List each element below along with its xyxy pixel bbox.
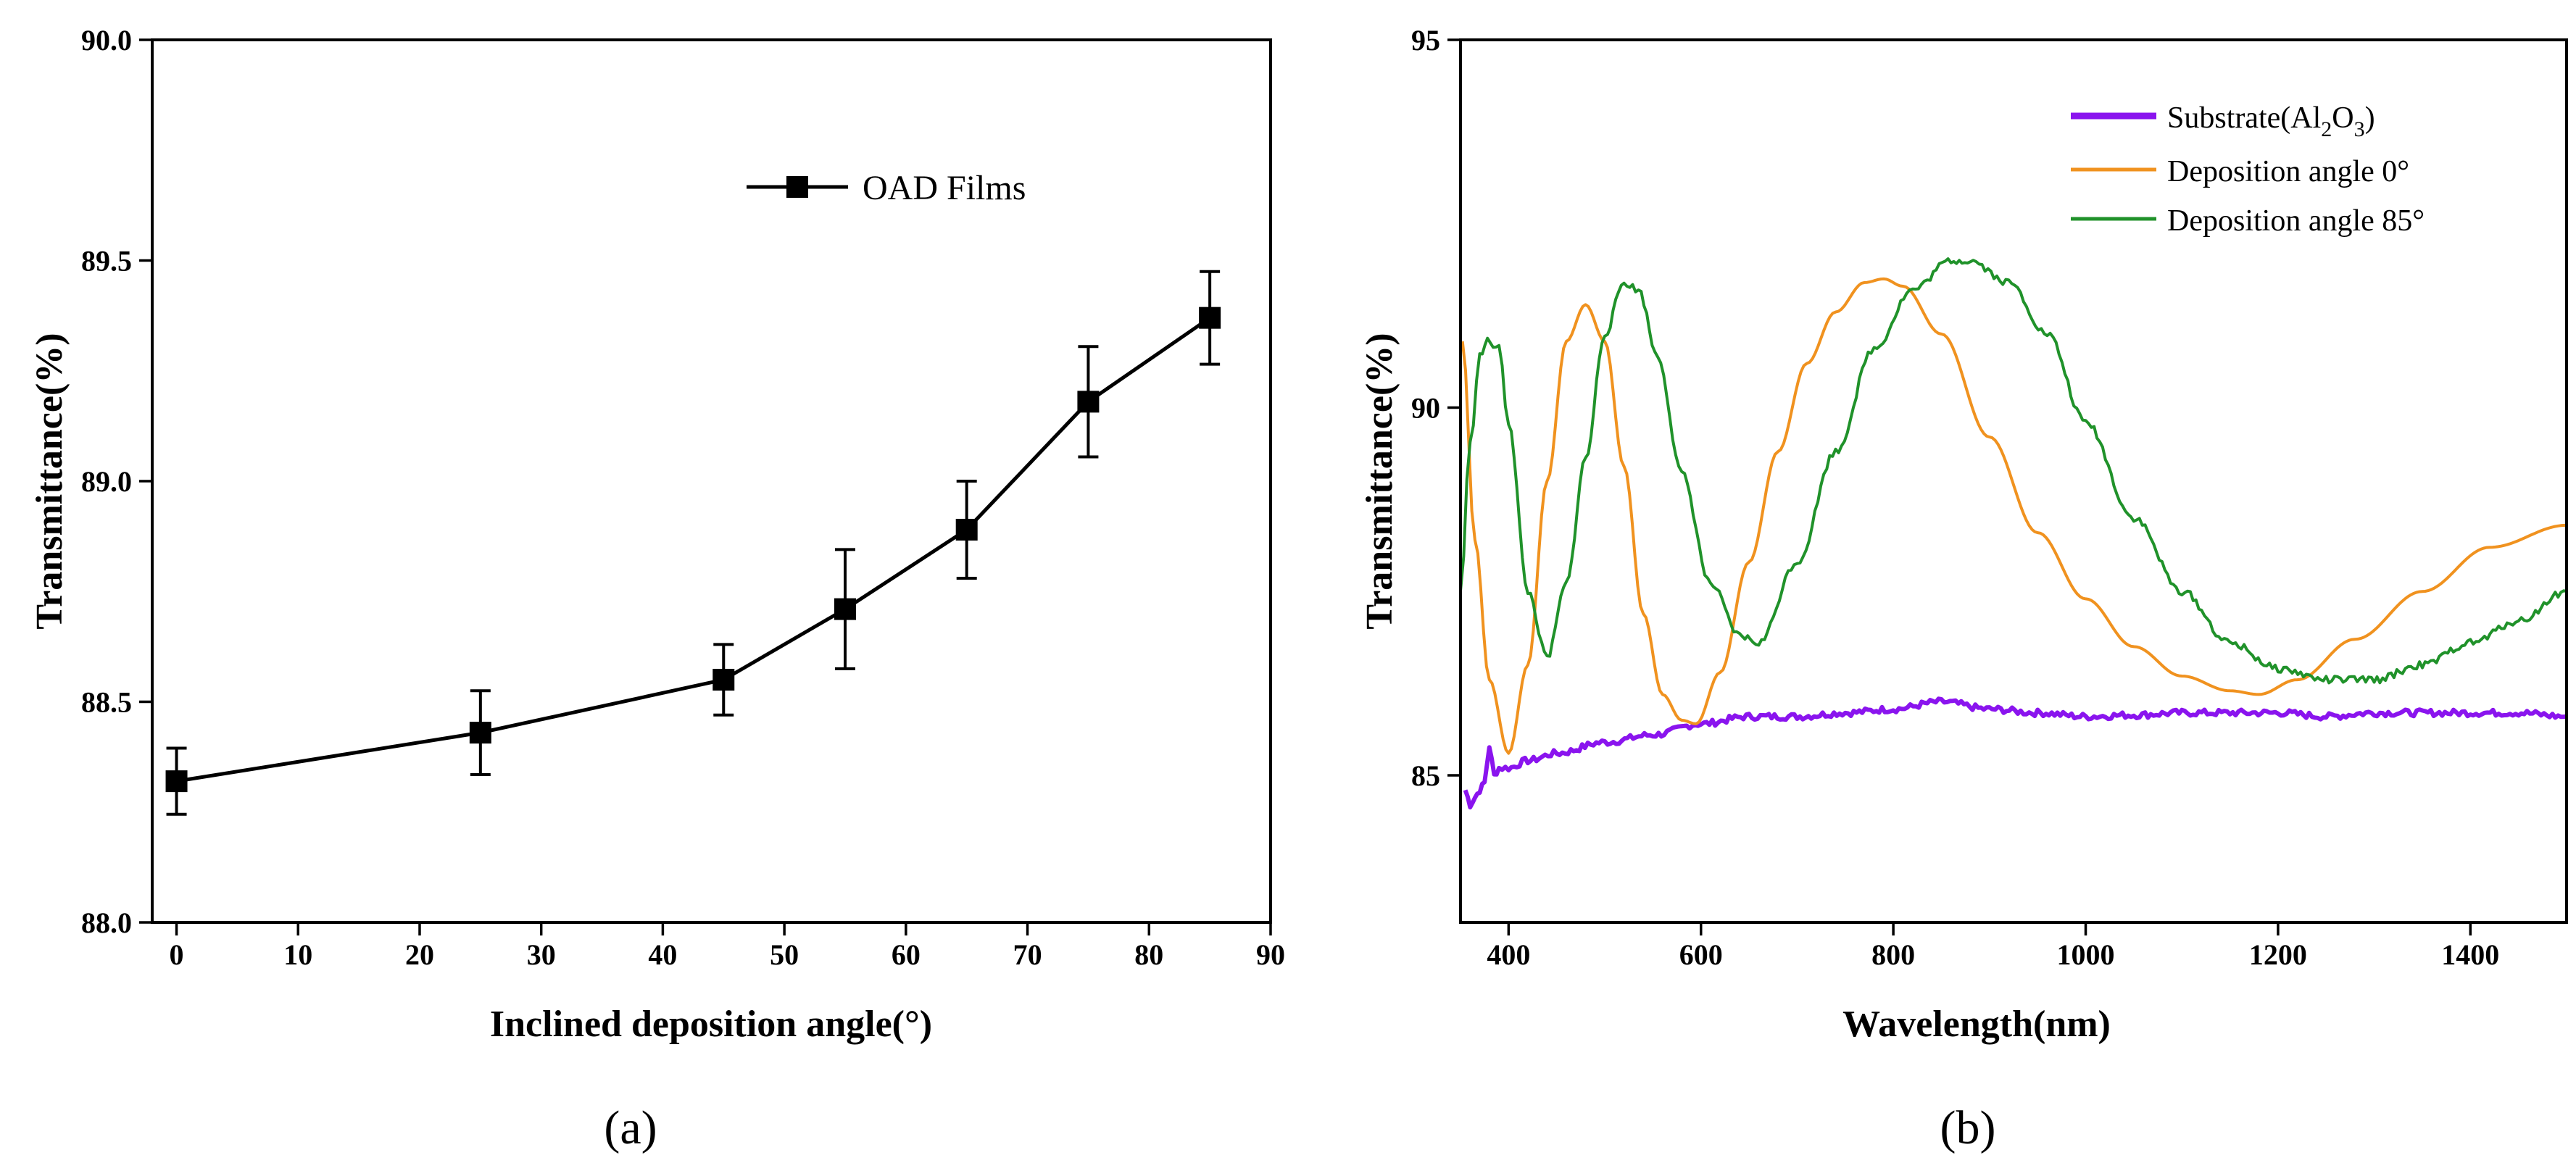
y-tick-label: 88.0 <box>81 906 132 939</box>
series-line-substrate <box>1463 696 2567 810</box>
x-tick-label: 1400 <box>2441 938 2499 971</box>
panel-label-a: (a) <box>604 1101 657 1154</box>
chart-b-series <box>1461 257 2567 810</box>
chart-a: 0 10 20 30 40 50 60 70 80 90 88.0 88.5 89.0 89.5 90.0… <box>29 24 1285 1154</box>
chart-a-x-ticks: 0 10 20 30 40 50 60 70 80 90 <box>170 922 1285 971</box>
x-tick-label: 60 <box>892 938 921 971</box>
chart-a-frame <box>151 38 1272 924</box>
chart-a-ylabel: Transmittance(%) <box>29 333 70 629</box>
y-tick-label: 89.5 <box>81 245 132 278</box>
panel-label-b: (b) <box>1940 1101 1996 1154</box>
data-point-oad-films <box>712 669 735 691</box>
x-tick-label: 1000 <box>2057 938 2115 971</box>
chart-b-y-ticks: 85 90 95 <box>1411 24 1461 792</box>
x-tick-label: 800 <box>1871 938 1915 971</box>
x-tick-label: 30 <box>527 938 556 971</box>
y-tick-label: 85 <box>1411 759 1440 792</box>
x-tick-label: 90 <box>1256 938 1285 971</box>
y-tick-label: 89.0 <box>81 465 132 498</box>
chart-a-legend-marker <box>786 176 808 198</box>
data-point-oad-films <box>165 770 188 793</box>
series-line-oad-films <box>176 316 1211 783</box>
y-tick-label: 88.5 <box>81 686 132 719</box>
x-tick-label: 40 <box>648 938 677 971</box>
y-tick-label: 90 <box>1411 392 1440 425</box>
y-tick-label: 90.0 <box>81 24 132 57</box>
data-point-oad-films <box>955 518 978 541</box>
chart-b-frame <box>1459 38 2568 924</box>
series-line-deposition-0deg <box>1461 277 2567 755</box>
chart-b-legend-label-0deg: Deposition angle 0° <box>2167 155 2409 188</box>
series-line-deposition-85deg <box>1461 257 2567 685</box>
x-tick-label: 10 <box>283 938 312 971</box>
chart-b-ylabel: Transmittance(%) <box>1359 333 1400 629</box>
x-tick-label: 0 <box>170 938 184 971</box>
x-tick-label: 70 <box>1013 938 1042 971</box>
x-tick-label: 600 <box>1679 938 1723 971</box>
x-tick-label: 50 <box>770 938 799 971</box>
chart-b-legend-label-85deg: Deposition angle 85° <box>2167 204 2425 238</box>
chart-a-y-ticks: 88.0 88.5 89.0 89.5 90.0 <box>81 24 152 939</box>
chart-b-x-ticks: 400 600 800 1000 1200 1400 <box>1487 922 2499 971</box>
x-tick-label: 400 <box>1487 938 1530 971</box>
chart-a-legend-label: OAD Films <box>863 169 1026 207</box>
x-tick-label: 20 <box>405 938 434 971</box>
data-point-oad-films <box>834 598 856 620</box>
x-tick-label: 1200 <box>2249 938 2307 971</box>
x-tick-label: 80 <box>1134 938 1163 971</box>
chart-a-xlabel: Inclined deposition angle(°) <box>490 1004 932 1045</box>
data-point-oad-films <box>469 722 491 744</box>
data-point-oad-films <box>1199 307 1221 329</box>
chart-b-legend: Substrate(Al2O3) Deposition angle 0° Dep… <box>2071 101 2425 238</box>
chart-b: 400 600 800 1000 1200 1400 85 90 95 Substrate(A… <box>1359 24 2568 1154</box>
chart-a-legend: OAD Films <box>747 169 1026 207</box>
y-tick-label: 95 <box>1411 24 1440 57</box>
chart-b-legend-label-substrate: Substrate(Al2O3) <box>2167 101 2375 141</box>
chart-b-xlabel: Wavelength(nm) <box>1842 1004 2111 1045</box>
data-point-oad-films <box>1077 391 1100 413</box>
chart-a-series <box>165 270 1221 816</box>
